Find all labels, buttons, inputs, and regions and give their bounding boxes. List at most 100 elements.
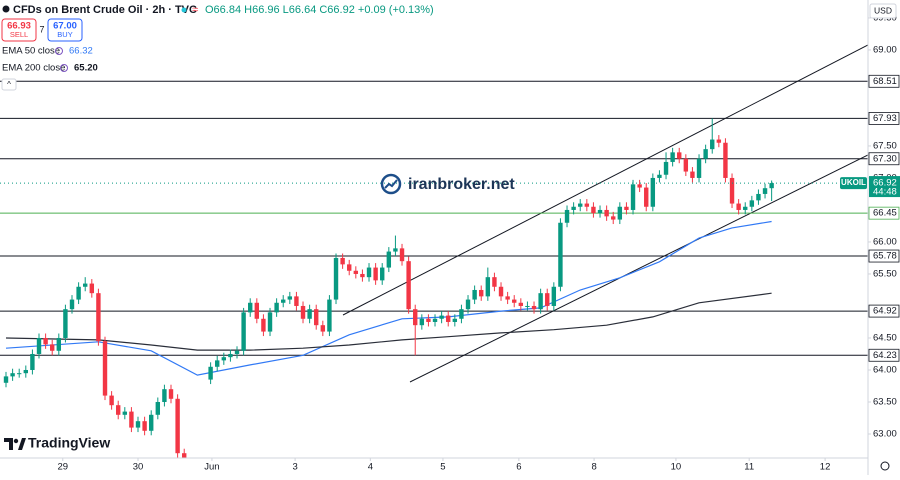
candle-body (234, 350, 240, 354)
candle-body (762, 188, 768, 194)
candle-body (690, 171, 695, 178)
candle-body (168, 389, 174, 399)
candle-body (83, 283, 88, 287)
candle-body (281, 299, 286, 303)
ohlc-values: O66.84 H66.96 L66.64 C66.92 +0.09 (+0.13… (205, 4, 434, 16)
legend-ema200-value: 65.20 (74, 63, 98, 74)
candle-body (498, 286, 504, 297)
candle-body (327, 299, 332, 332)
candle-body (267, 312, 273, 332)
candle-body (465, 299, 471, 310)
y-tick-label: 63.00 (873, 429, 897, 440)
candle-body (142, 421, 147, 431)
candle-body (558, 222, 563, 287)
candle-body (340, 257, 345, 265)
candle-body (155, 401, 161, 415)
legend-ema200-icon (60, 64, 68, 72)
candle-body (129, 411, 134, 428)
candle-body (162, 389, 167, 402)
candle-body (571, 206, 576, 210)
y-tick-label: 66.00 (873, 236, 897, 247)
candle-body (333, 257, 339, 300)
candle-body (710, 139, 715, 150)
candle-body (89, 283, 95, 294)
level-label: 68.51 (873, 76, 897, 87)
candle-body (677, 152, 682, 159)
candle-body (3, 376, 9, 383)
candle-body (432, 318, 438, 322)
support-label-box (868, 206, 900, 220)
x-tick-label: 10 (671, 462, 682, 473)
candle-body (221, 357, 227, 361)
candle-body (300, 305, 306, 319)
candle-body (274, 302, 279, 313)
candle-body (637, 184, 642, 188)
candle-body (360, 273, 365, 278)
x-tick-label: 12 (820, 462, 831, 473)
candle-body (545, 293, 550, 306)
candle-body (584, 203, 590, 207)
candle-body (446, 315, 451, 322)
candle-body (23, 369, 29, 374)
candle-body (17, 373, 22, 375)
plot-area (0, 44, 868, 458)
level-label: 65.78 (873, 251, 897, 262)
candle-body (518, 302, 524, 306)
candle-body (716, 139, 722, 143)
watermark: iranbroker.net (380, 173, 515, 195)
candle-body (472, 289, 477, 300)
candle-body (617, 206, 623, 220)
candle-body (373, 267, 378, 281)
watermark-text: iranbroker.net (408, 176, 515, 193)
level-label-box (868, 112, 900, 125)
candle-body (525, 305, 530, 307)
candle-body (43, 337, 48, 345)
level-label-box (868, 74, 900, 88)
candle-body (393, 248, 398, 252)
symbol-tag-box (840, 177, 867, 190)
currency: USD (874, 5, 892, 15)
candle-body (287, 296, 293, 300)
candle-body (551, 286, 557, 306)
collapse-icon: ^ (7, 80, 11, 89)
level-label: 64.92 (873, 306, 897, 317)
settings-icon[interactable] (880, 461, 890, 471)
y-tick-label: 64.00 (873, 365, 897, 376)
currency-button[interactable] (869, 3, 897, 19)
countdown: 44:48 (873, 187, 897, 198)
last-price-label: 66.92 (873, 178, 897, 189)
logo-mark (4, 438, 13, 450)
buy-label: BUY (57, 30, 72, 39)
candle-body (109, 395, 114, 406)
watermark-icon (380, 173, 402, 195)
candle-body (723, 142, 728, 178)
legend-ema200: EMA 200 close (2, 63, 65, 74)
candle-body (314, 309, 319, 326)
ema-line (5, 292, 772, 351)
y-tick-label: 67.50 (873, 140, 897, 151)
candle-body (380, 267, 385, 281)
symbol-tag: UKOIL (841, 178, 866, 187)
level-label-box (868, 348, 900, 362)
candle-body (531, 305, 537, 310)
candle-body (30, 353, 35, 370)
candle-body (320, 325, 326, 332)
level-label: 64.23 (873, 350, 897, 361)
collapse-button[interactable] (1, 78, 17, 91)
candle-body (56, 337, 62, 351)
legend-ema50: EMA 50 close (2, 46, 60, 57)
level-label: 67.30 (873, 153, 897, 164)
sell-button[interactable] (1, 18, 37, 42)
candle-body (749, 200, 755, 207)
level-label-box (868, 249, 900, 263)
candle-body (597, 209, 603, 214)
candle-body (644, 187, 649, 207)
candle-body (703, 149, 708, 159)
candle-body (10, 373, 15, 377)
watermark-icon-arrow (384, 179, 398, 189)
candle-body (386, 251, 392, 268)
buy-button[interactable] (47, 18, 83, 42)
candle-body (413, 309, 418, 326)
